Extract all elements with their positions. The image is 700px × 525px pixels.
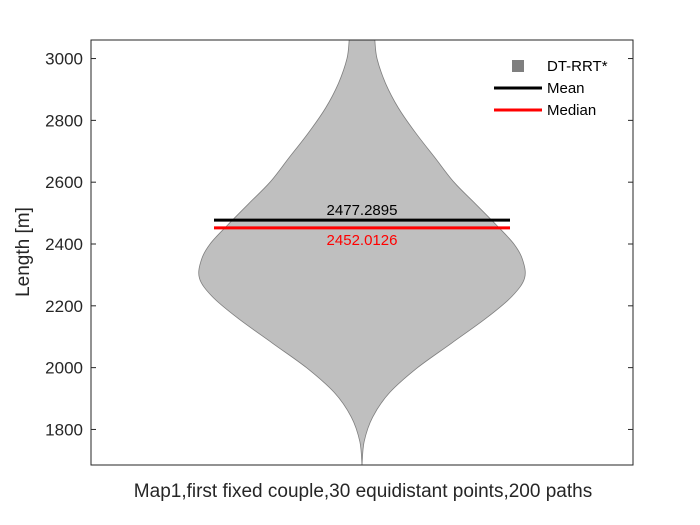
y-tick-label: 1800 [45,420,83,439]
y-tick-label: 2000 [45,359,83,378]
x-axis-title: Map1,first fixed couple,30 equidistant p… [134,481,592,502]
y-tick-label: 2600 [45,173,83,192]
stat-lines-layer: 2477.2895 2452.0126 [214,202,510,249]
plot-frame [90,39,634,466]
y-axis: 1800 2000 2200 2400 2600 2800 3000 [45,50,633,439]
y-tick-label: 2200 [45,297,83,316]
mean-value-label: 2477.2895 [327,202,398,219]
y-tick-label: 3000 [45,50,83,69]
legend: DT-RRT* Mean Median [494,58,608,119]
y-tick-label: 2800 [45,111,83,130]
legend-label-dt-rrt: DT-RRT* [547,58,608,75]
median-value-label: 2452.0126 [327,232,398,249]
legend-label-mean: Mean [547,80,585,97]
y-tick-label: 2400 [45,235,83,254]
legend-label-median: Median [547,102,596,119]
y-axis-title: Length [m] [13,207,34,297]
legend-swatch-dt-rrt [512,60,524,72]
